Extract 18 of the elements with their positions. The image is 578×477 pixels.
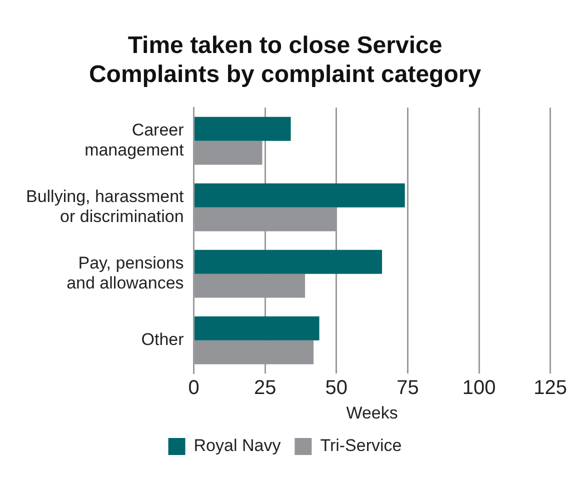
x-tick-label: 75 [396,377,419,400]
y-tick-label: Pay, pensions and allowances [66,253,184,293]
legend-label: Royal Navy [194,436,282,456]
x-tick-label: 125 [534,377,568,400]
x-tick-label: 50 [325,377,348,400]
y-tick-label: Bullying, harassment or discrimination [26,186,184,226]
bar [194,183,405,208]
legend-label: Tri-Service [320,436,402,456]
y-tick-label: Career management [84,120,184,160]
x-tick-label: 25 [254,377,276,400]
bar [194,116,291,141]
bar [194,316,320,340]
x-tick-label: 0 [188,377,200,400]
x-axis-title: Weeks [346,403,398,422]
y-tick-label: Other [141,330,184,350]
chart-title: Time taken to close Service Complaints by complaint category [88,32,482,88]
bar [194,250,382,274]
x-tick-label: 100 [462,377,496,400]
